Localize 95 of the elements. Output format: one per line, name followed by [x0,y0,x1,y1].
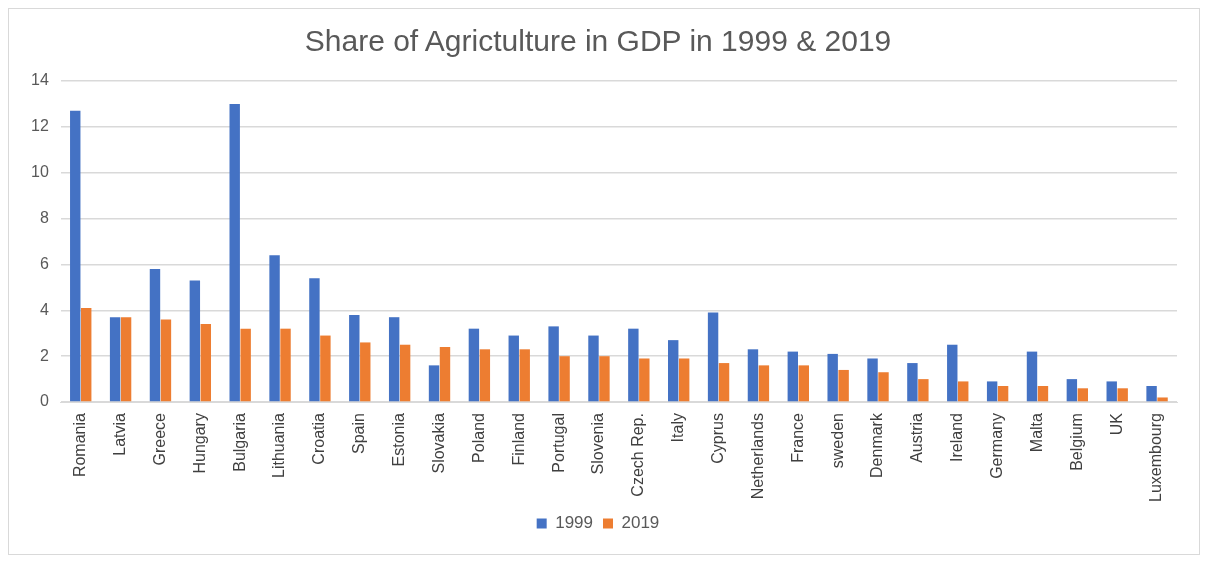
bar [747,349,759,402]
y-tick-label: 14 [31,71,49,89]
bar [149,269,161,402]
bar [986,381,998,402]
bar [439,347,451,402]
x-tick-label: Netherlands [748,413,766,500]
chart-title: Share of Agrictulture in GDP in 1999 & 2019 [304,24,892,58]
bar [787,351,799,402]
x-tick-label: Poland [469,413,487,463]
x-tick-label: Portugal [549,413,567,473]
bar [758,365,770,402]
y-tick-label: 0 [39,392,49,410]
bar [1026,351,1038,402]
bar [559,356,570,402]
x-tick-label: France [788,412,806,463]
legend-label: 2019 [621,513,660,533]
x-tick-label: Belgium [1067,413,1085,471]
bar [907,363,918,402]
bar [628,328,639,402]
bar [1106,381,1117,402]
bar [1117,388,1128,402]
bar [827,353,838,402]
x-tick-label: Malta [1027,412,1045,453]
bar [479,349,491,402]
x-tick-label: Slovakia [429,412,447,474]
bar [718,363,730,402]
bar [508,335,519,402]
bar [388,317,400,402]
bar [838,369,849,402]
bar [1146,386,1157,402]
bar [707,312,719,402]
bar [588,335,599,402]
bar [70,110,81,402]
bar [668,340,679,402]
bar [1037,386,1049,402]
x-tick-label: Latvia [111,412,128,456]
x-tick-label: Ireland [948,413,966,462]
bar [428,365,440,402]
bar [1157,397,1168,402]
x-tick-label: Slovenia [589,412,607,475]
bar [867,358,878,402]
y-tick-label: 2 [39,346,49,364]
bar [280,328,291,402]
x-tick-label: Lithuania [270,412,288,479]
bar [200,324,212,402]
y-tick-label: 12 [31,117,49,135]
bar [399,344,411,402]
bar [109,317,121,402]
x-tick-label: UK [1107,412,1125,436]
bar [189,280,201,402]
y-tick-label: 8 [39,209,49,226]
bar [229,103,240,402]
x-tick-label: Estonia [390,412,408,467]
legend-label: 1999 [555,513,594,533]
bar [240,328,251,402]
bar [519,349,530,402]
x-tick-label: Czech Rep. [629,413,647,497]
y-tick-label: 10 [31,163,49,181]
bar [349,314,360,402]
bar [678,358,690,402]
x-tick-label: Denmark [868,412,886,478]
x-tick-label: Spain [350,413,368,454]
x-tick-label: Cyprus [708,413,726,464]
x-tick-label: Hungary [190,413,208,474]
x-tick-label: Romania [71,412,89,478]
bar [360,342,371,402]
bar [160,319,172,402]
bar [468,328,480,402]
y-tick-label: 4 [39,300,49,318]
bar [918,379,929,402]
bar [1066,379,1078,402]
bar [997,386,1009,402]
bar [309,278,320,402]
x-tick-label: Germany [988,413,1006,479]
bar [958,381,969,402]
y-tick-label: 6 [39,254,49,272]
bar [639,358,650,402]
x-tick-label: sweden [828,413,846,469]
bar [1077,388,1089,402]
bar [548,326,559,402]
bar [81,308,92,402]
x-tick-label: Italy [669,413,687,443]
x-tick-label: Finland [509,413,527,466]
bar [878,372,889,402]
bar [320,335,331,402]
x-tick-label: Bulgaria [230,412,248,472]
x-tick-label: Luxembourg [1147,413,1165,503]
x-tick-label: Greece [150,412,168,466]
bar [269,255,280,402]
bar [947,344,958,402]
bar [798,365,809,402]
x-tick-label: Austria [908,412,926,463]
bar [120,317,132,402]
bar [599,356,610,402]
x-tick-label: Croatia [310,412,328,465]
